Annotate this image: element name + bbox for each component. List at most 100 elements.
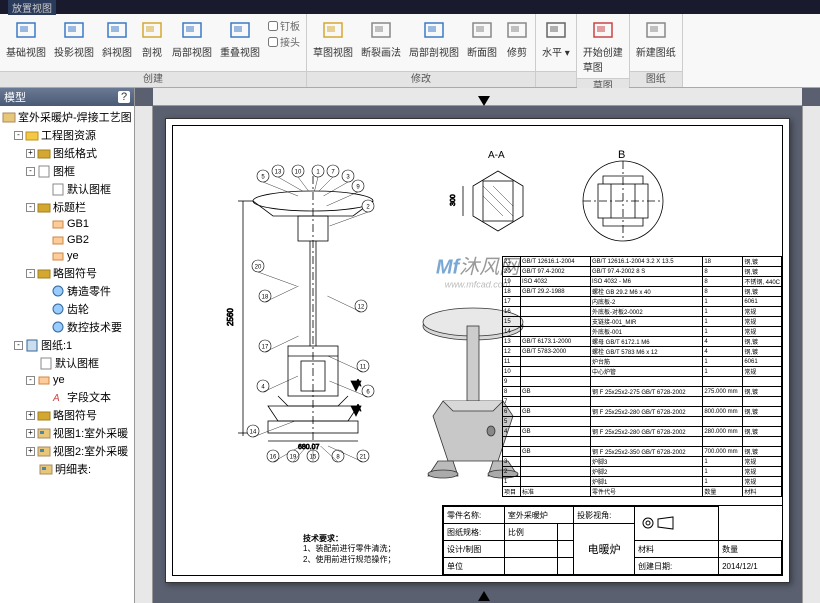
ribbon-start-sketch[interactable]: 开始创建草图 [579, 16, 627, 76]
balloon: 6 [330, 381, 375, 397]
tree-node[interactable]: GB2 [2, 232, 132, 248]
ribbon-slice[interactable]: 断面图 [463, 16, 501, 69]
ribbon-detail[interactable]: 局部视图 [168, 16, 216, 69]
bom-row: 2炉脚21常规 [503, 467, 782, 477]
technical-requirements: 技术要求： 1、装配前进行零件清洗； 2、使用前进行规范操作； [303, 534, 395, 565]
bom-row: 17内底板-216061 [503, 297, 782, 307]
ribbon-sub-opt[interactable]: 接头 [268, 34, 300, 49]
balloon: 2 [330, 200, 375, 226]
tree-node[interactable]: -标题栏 [2, 198, 132, 216]
svg-text:20: 20 [255, 265, 262, 271]
menu-bar: 放置视图 [0, 0, 820, 14]
ribbon-base-view[interactable]: 基础视图 [2, 16, 50, 69]
bom-row: 10中心炉管1常规 [503, 367, 782, 377]
drawing-sheet[interactable]: 2560 680.07 A A 513101739220181217114614… [165, 118, 790, 583]
tree-node[interactable]: 齿轮 [2, 300, 132, 318]
detail-icon [180, 18, 204, 42]
detail-label: B [618, 149, 625, 161]
ribbon-crop[interactable]: 修剪 [501, 16, 533, 69]
section-label: A-A [488, 150, 505, 161]
proj-view-icon [62, 18, 86, 42]
expander-icon[interactable]: - [14, 131, 23, 140]
panel-title: 创建 [0, 71, 306, 87]
ribbon-overlay[interactable]: 重叠视图 [216, 16, 264, 69]
svg-text:A: A [52, 393, 60, 404]
ribbon-section[interactable]: 剖视 [136, 16, 168, 69]
bom-row: 18GB/T 29.2-1988螺栓 GB 29.2 M6 x 408钢,镀 [503, 287, 782, 297]
browser-title: 模型 [4, 89, 26, 105]
tree-root[interactable]: 室外采暖炉-焊接工艺图 [2, 108, 132, 126]
ribbon-sub-opt[interactable]: 钉板 [268, 18, 300, 33]
svg-text:680.07: 680.07 [298, 444, 320, 451]
tree-node[interactable]: 默认图框 [2, 180, 132, 198]
expander-icon[interactable]: - [26, 203, 35, 212]
ribbon-proj-view[interactable]: 投影视图 [50, 16, 98, 69]
bom-row: 5 [503, 417, 782, 427]
tree-node[interactable]: A字段文本 [2, 388, 132, 406]
folder-g-icon [37, 146, 51, 160]
tree-node[interactable]: +视图2:室外采暖 [2, 442, 132, 460]
tree-node[interactable]: 明细表: [2, 460, 132, 478]
bom-row: 6GB钢 F 25x25x2-280 GB/T 6728-2002800.000… [503, 407, 782, 417]
title-icon [51, 249, 65, 263]
tree-node[interactable]: 铸造零件 [2, 282, 132, 300]
tree-node[interactable]: +图纸格式 [2, 144, 132, 162]
balloon: 18 [259, 286, 299, 302]
ribbon-breakout[interactable]: 局部剖视图 [405, 16, 463, 69]
svg-text:16: 16 [270, 455, 277, 461]
expander-icon[interactable]: - [14, 341, 23, 350]
drawing-canvas[interactable]: 2560 680.07 A A 513101739220181217114614… [135, 88, 820, 603]
ribbon-aux-view[interactable]: 斜视图 [98, 16, 136, 69]
tree-node[interactable]: -工程图资源 [2, 126, 132, 144]
tree-node[interactable]: 默认图框 [2, 354, 132, 372]
balloon: 1 [312, 165, 324, 191]
tab-active[interactable]: 放置视图 [8, 0, 56, 15]
expander-icon[interactable]: - [26, 376, 35, 385]
expander-icon[interactable]: + [26, 429, 35, 438]
ruler-vertical-left [135, 106, 153, 603]
browser-header[interactable]: 模型 ? [0, 88, 134, 106]
bom-row: 19ISO 4032ISO 4032 - M68不锈钢, 440C [503, 277, 782, 287]
tree-node[interactable]: -图纸:1 [2, 336, 132, 354]
bom-row: 8GB钢 F 25x25x2-275 GB/T 6728-2002275.000… [503, 387, 782, 397]
expander-icon[interactable]: + [26, 447, 35, 456]
tree-node[interactable]: -略图符号 [2, 264, 132, 282]
bom-row: 项目标准零件代号数量材料 [503, 487, 782, 497]
text-icon: A [51, 390, 65, 404]
tree-node[interactable]: GB1 [2, 216, 132, 232]
svg-text:2560: 2560 [226, 308, 235, 326]
svg-text:17: 17 [262, 345, 269, 351]
tree-node[interactable]: +略图符号 [2, 406, 132, 424]
tree-node[interactable]: -ye [2, 372, 132, 388]
ribbon-horiz[interactable]: 水平 ▾ [538, 16, 574, 69]
expander-icon[interactable]: + [26, 149, 35, 158]
tree-node[interactable]: +视图1:室外采暖 [2, 424, 132, 442]
view-icon [37, 426, 51, 440]
svg-text:19: 19 [290, 455, 297, 461]
panel-title: 图纸 [630, 71, 682, 87]
breakout-icon [422, 18, 446, 42]
tree-node[interactable]: 数控技术要 [2, 318, 132, 336]
tree-node[interactable]: ye [2, 248, 132, 264]
svg-text:21: 21 [360, 455, 367, 461]
ribbon-break[interactable]: 断裂画法 [357, 16, 405, 69]
expander-icon[interactable]: - [26, 167, 35, 176]
ribbon-new-sheet[interactable]: 新建图纸 [632, 16, 680, 69]
bom-row: 3炉脚31常规 [503, 457, 782, 467]
balloon: 9 [327, 180, 365, 206]
title-block: 零件名称:室外采暖炉投影视角: 图纸规格:比例电暖炉 设计/制图材料数量 单位创… [442, 505, 782, 575]
start-sketch-icon [591, 18, 615, 42]
title-icon [51, 233, 65, 247]
folder-icon [25, 128, 39, 142]
bom-row: 1炉脚11常规 [503, 477, 782, 487]
expander-icon[interactable]: + [26, 411, 35, 420]
tree-node[interactable]: -图框 [2, 162, 132, 180]
expander-icon[interactable]: - [26, 269, 35, 278]
sheet-icon [39, 356, 53, 370]
balloon: 10 [292, 165, 309, 191]
bom-row: 13GB/T 6173.1-2000螺母 GB/T 6172.1 M64钢,镀 [503, 337, 782, 347]
slice-icon [470, 18, 494, 42]
help-icon[interactable]: ? [118, 91, 130, 103]
ribbon-sketch-view[interactable]: 草图视图 [309, 16, 357, 69]
projection-icon [638, 515, 688, 531]
